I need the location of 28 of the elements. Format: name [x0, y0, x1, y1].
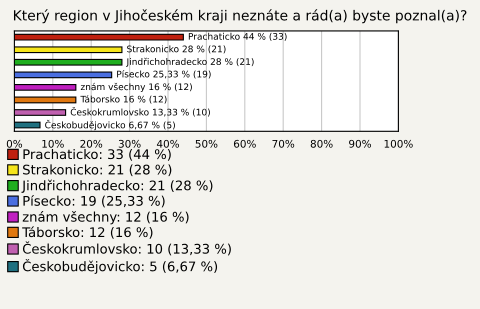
legend-label: Strakonicko: 21 (28 %) [23, 164, 172, 176]
x-tick-label: 50% [196, 140, 218, 148]
legend-label: Písecko: 19 (25,33 %) [23, 195, 165, 208]
legend-label: Českobudějovicko: 5 (6,67 %) [22, 258, 218, 274]
x-tick-label: 60% [234, 140, 256, 148]
data-label: Jindřichohradecko 28 % (21) [126, 58, 254, 67]
x-tick-label: 80% [310, 140, 333, 148]
legend-label: Českokrumlovsko: 10 (13,33 %) [22, 241, 231, 256]
x-tick-label: 30% [118, 140, 141, 148]
legend-label: Táborsko: 12 (16 %) [22, 226, 152, 239]
data-label: Českokrumlovsko 13,33 % (10) [70, 107, 210, 117]
x-tick-label: 90% [349, 140, 371, 148]
x-tick-label: 0% [6, 140, 22, 148]
x-tick-label: 40% [156, 140, 179, 148]
x-tick-label: 10% [42, 140, 64, 148]
x-tick-label: 100% [384, 140, 413, 148]
data-label: Táborsko 16 % (12) [80, 95, 167, 104]
x-tick-label: 70% [272, 140, 294, 148]
chart-title: Který region v Jihočeském kraji neznáte a rád(a) byste poznal(a)? [14, 9, 466, 24]
legend-label: Prachaticko: 33 (44 %) [23, 148, 171, 161]
data-label: Českobudějovicko 6,67 % (5) [45, 120, 175, 130]
x-tick-label: 20% [80, 140, 102, 148]
legend-label: Jindřichohradecko: 21 (28 %) [22, 180, 212, 193]
data-label: Písecko 25,33 % (19) [117, 70, 211, 79]
legend-label: znám všechny: 12 (16 %) [22, 211, 189, 224]
data-label: znám všechny 16 % (12) [80, 82, 192, 92]
data-label: Prachaticko 44 % (33) [188, 32, 287, 41]
data-label: Strakonicko 28 % (21) [127, 45, 226, 54]
